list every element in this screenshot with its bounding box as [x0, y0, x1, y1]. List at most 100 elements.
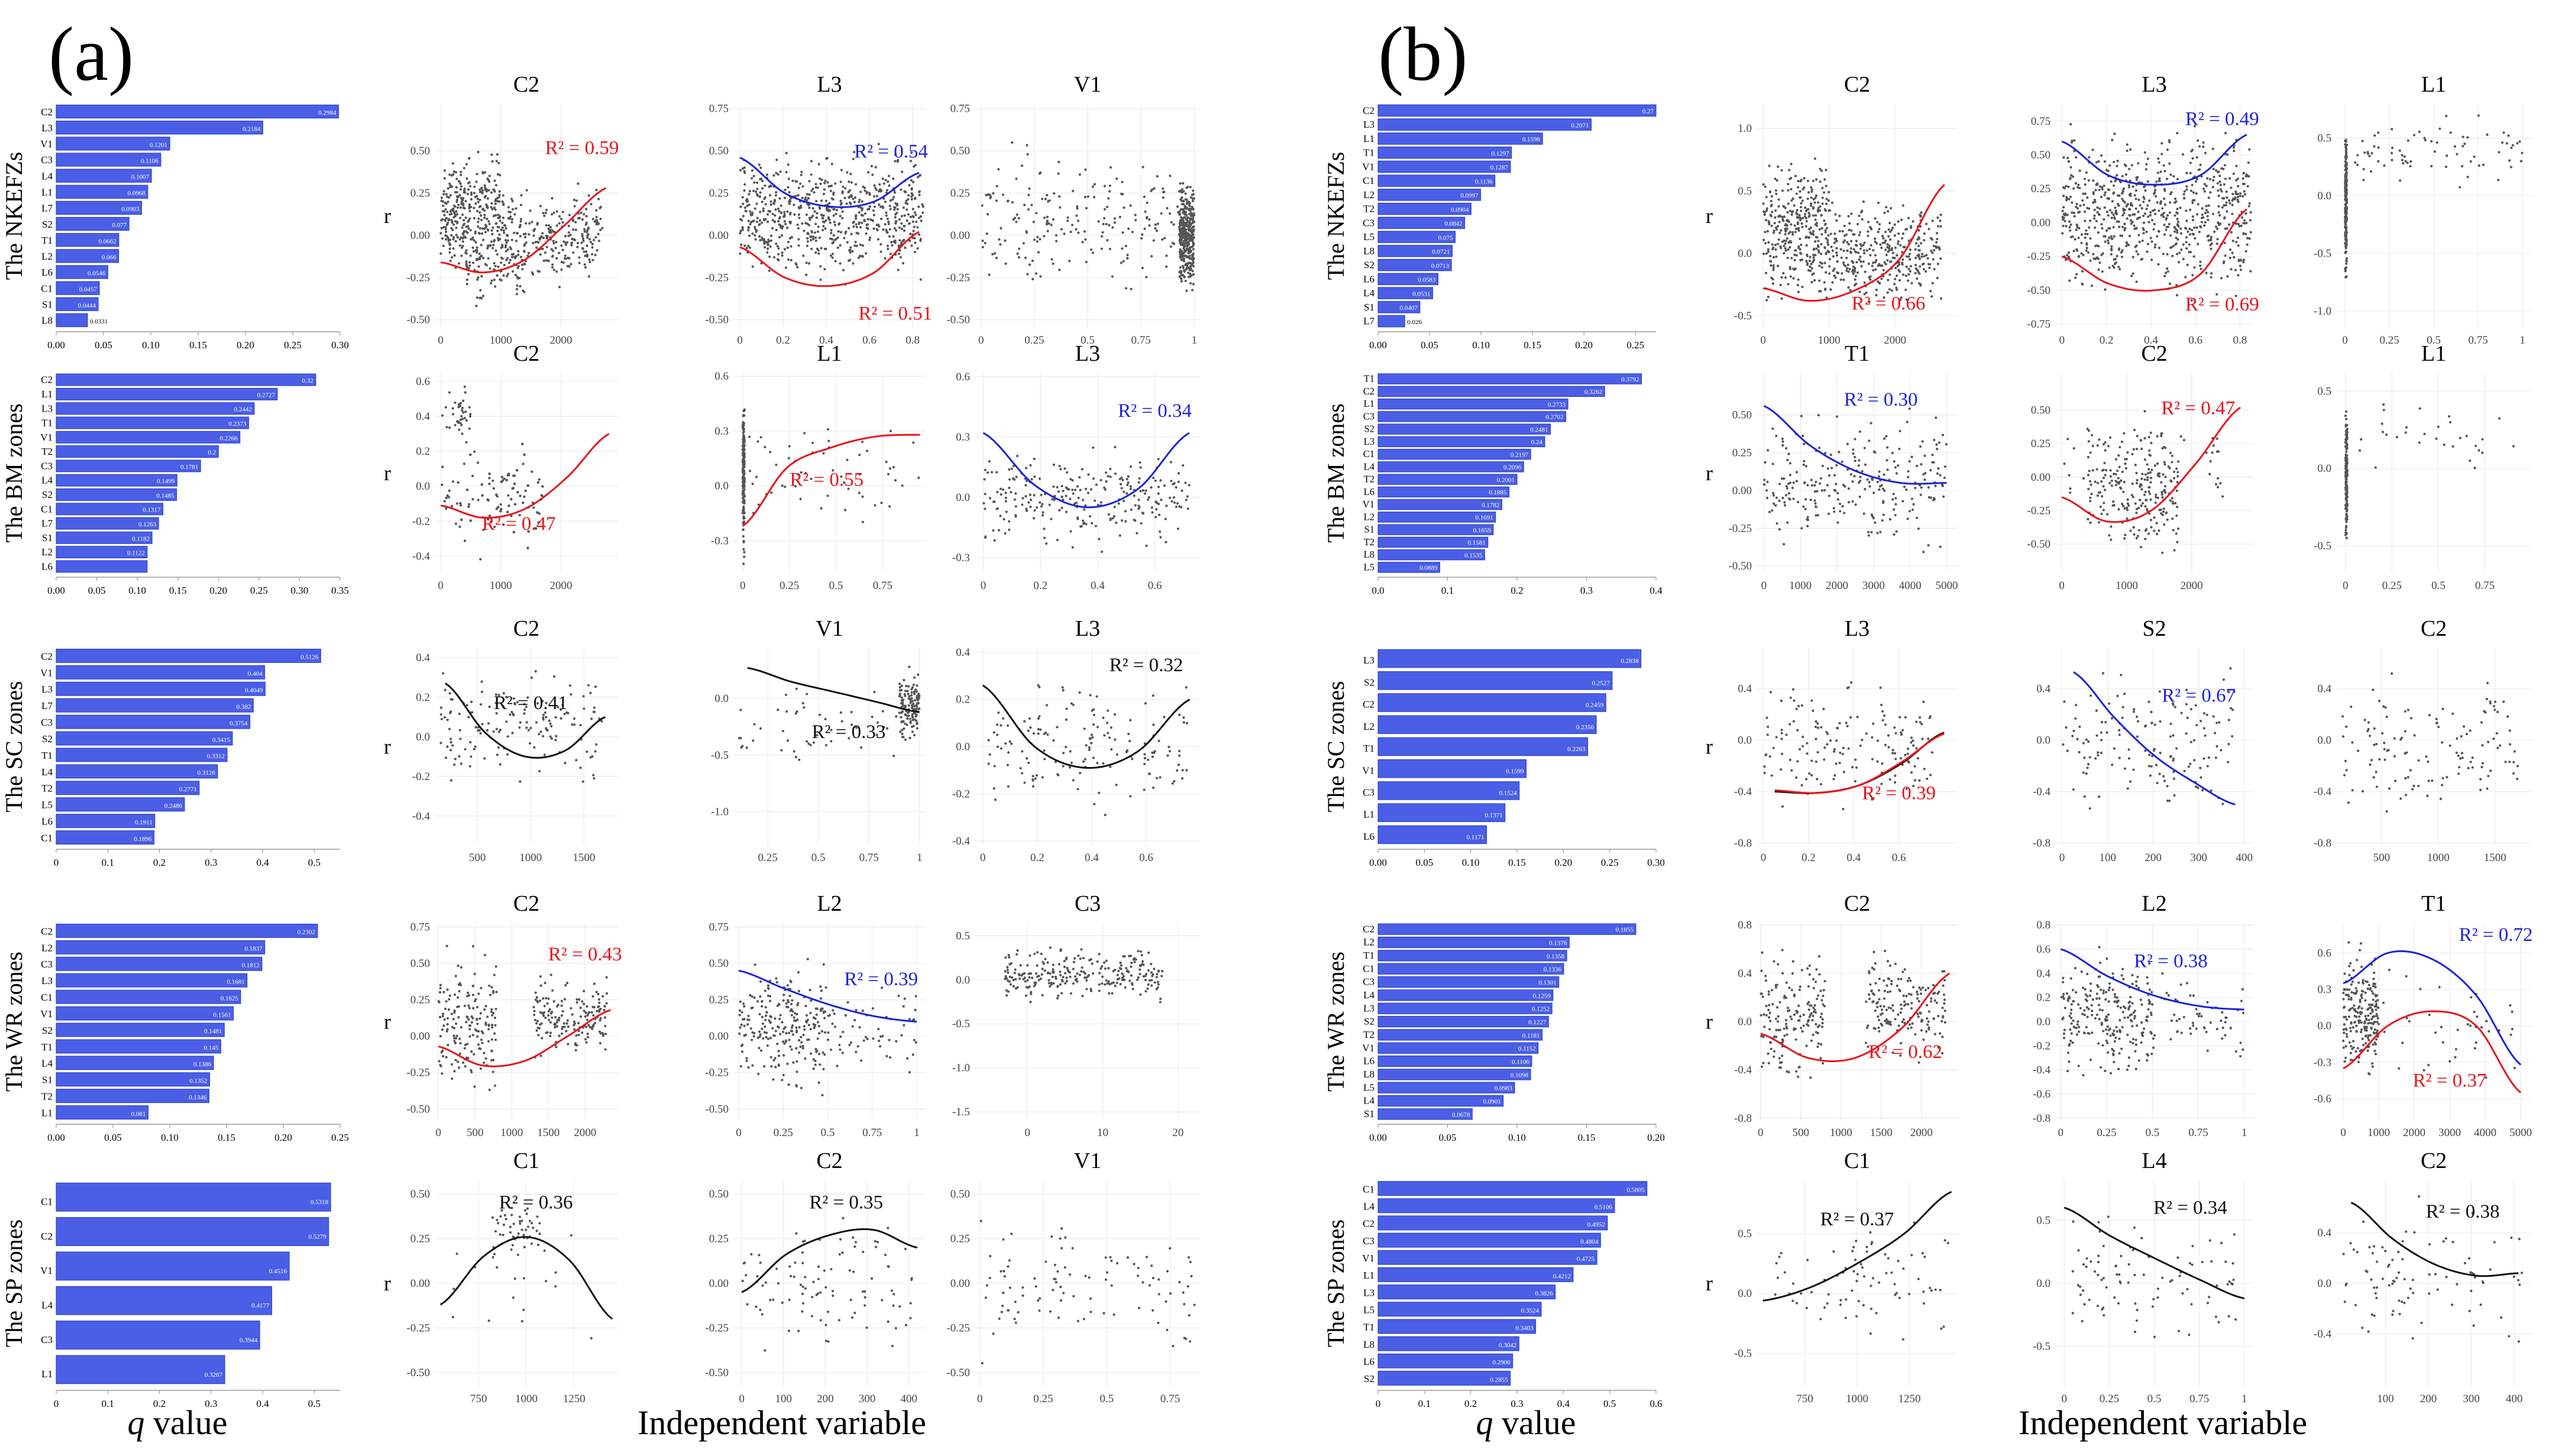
scatter-point: [477, 1047, 481, 1050]
scatter-point: [856, 1045, 859, 1048]
y-tick-label: -0.50: [946, 314, 970, 326]
scatter-point: [817, 1081, 820, 1084]
bar: [56, 940, 266, 955]
scatter-point: [742, 427, 745, 430]
bar-x-tick-label: 0.15: [1508, 857, 1526, 868]
scatter-point: [911, 700, 914, 703]
scatter-point: [597, 998, 600, 1001]
scatter-point: [993, 765, 996, 768]
bar: [1377, 1002, 1553, 1014]
scatter-point: [544, 711, 547, 714]
bar-x-tick-label: 0: [54, 857, 59, 868]
scatter-point: [859, 243, 862, 246]
scatter-point: [820, 507, 823, 510]
scatter-point: [1077, 231, 1080, 234]
scatter-point: [843, 481, 846, 484]
scatter-point: [440, 1051, 443, 1054]
scatter-point: [747, 229, 750, 232]
scatter-point: [1129, 465, 1133, 468]
scatter-point: [1030, 478, 1033, 481]
scatter-point: [814, 1047, 817, 1051]
scatter-point: [509, 215, 512, 218]
scatter-point: [1005, 989, 1008, 992]
scatter-point: [802, 1033, 805, 1037]
scatter-point: [904, 690, 907, 693]
scatter-point: [460, 966, 463, 969]
scatter-point: [544, 251, 547, 254]
scatter-point: [1130, 508, 1133, 511]
scatter-point: [499, 1215, 502, 1218]
scatter-point: [768, 1019, 771, 1022]
scatter-point: [1085, 260, 1088, 264]
scatter-point: [478, 227, 481, 230]
scatter-point: [595, 991, 598, 994]
scatter-point: [583, 989, 586, 992]
scatter-point: [1129, 487, 1132, 490]
chart-a-scatter-2-2: L30 0.2 0.4 0.6-0.4-0.20.00.20.4R² = 0.32: [952, 616, 1201, 864]
scatter-point: [1147, 498, 1150, 501]
bar: [56, 488, 177, 501]
scatter-point: [1045, 542, 1048, 545]
scatter-point: [593, 1021, 597, 1024]
scatter-point: [742, 433, 745, 436]
scatter-point: [801, 1044, 804, 1048]
y-tick-label: 0.2: [416, 445, 430, 458]
scatter-point: [1047, 979, 1050, 982]
scatter-point: [814, 222, 817, 225]
scatter-point: [766, 241, 769, 244]
scatter-point: [460, 254, 463, 257]
scatter-point: [1121, 180, 1124, 183]
scatter-point: [1065, 979, 1068, 983]
scatter-point: [583, 228, 586, 231]
scatter-point: [579, 1015, 583, 1018]
scatter-point: [1043, 235, 1046, 238]
scatter-point: [1092, 723, 1095, 726]
scatter-point: [1186, 234, 1189, 237]
scatter-point: [460, 415, 463, 418]
scatter-point: [812, 1058, 815, 1061]
bar: [56, 431, 241, 444]
scatter-point: [476, 278, 479, 281]
scatter-point: [523, 703, 526, 706]
scatter-point: [839, 215, 842, 218]
scatter-point: [1047, 982, 1051, 985]
scatter-point: [1056, 486, 1059, 488]
scatter-point: [1073, 957, 1076, 960]
scatter-point: [495, 991, 498, 994]
scatter-point: [1076, 517, 1079, 520]
scatter-point: [1121, 976, 1124, 979]
bar-value-label: 0.24: [1531, 439, 1543, 446]
scatter-point: [519, 235, 522, 238]
scatter-point: [810, 235, 813, 238]
scatter-point: [1120, 476, 1123, 480]
scatter-point: [540, 494, 543, 497]
bar-category-label: C2: [41, 926, 53, 937]
scatter-point: [1104, 983, 1107, 986]
scatter-point: [751, 1038, 753, 1041]
scatter-point: [1147, 758, 1150, 761]
scatter-point: [547, 1010, 551, 1013]
scatter-point: [904, 704, 907, 707]
scatter-point: [445, 1056, 448, 1059]
scatter-point: [792, 1061, 795, 1064]
scatter-point: [907, 704, 910, 707]
scatter-point: [491, 1026, 494, 1029]
scatter-point: [1122, 260, 1125, 263]
scatter-point: [1156, 501, 1159, 504]
bar-value-label: 0.1485: [156, 492, 174, 499]
scatter-point: [532, 241, 535, 245]
scatter-point: [894, 241, 897, 244]
scatter-point: [1032, 732, 1035, 735]
scatter-point: [822, 220, 825, 223]
x-tick-label: 0.8: [905, 334, 920, 347]
scatter-point: [449, 779, 452, 782]
scatter-point: [863, 212, 866, 215]
scatter-point: [501, 244, 504, 247]
scatter-point: [1038, 172, 1042, 175]
scatter-point: [443, 177, 446, 180]
scatter-point: [1147, 496, 1150, 499]
scatter-point: [751, 177, 753, 180]
bar-category-label: L5: [1363, 1082, 1374, 1093]
scatter-point: [814, 186, 817, 189]
scatter-point: [525, 721, 528, 724]
